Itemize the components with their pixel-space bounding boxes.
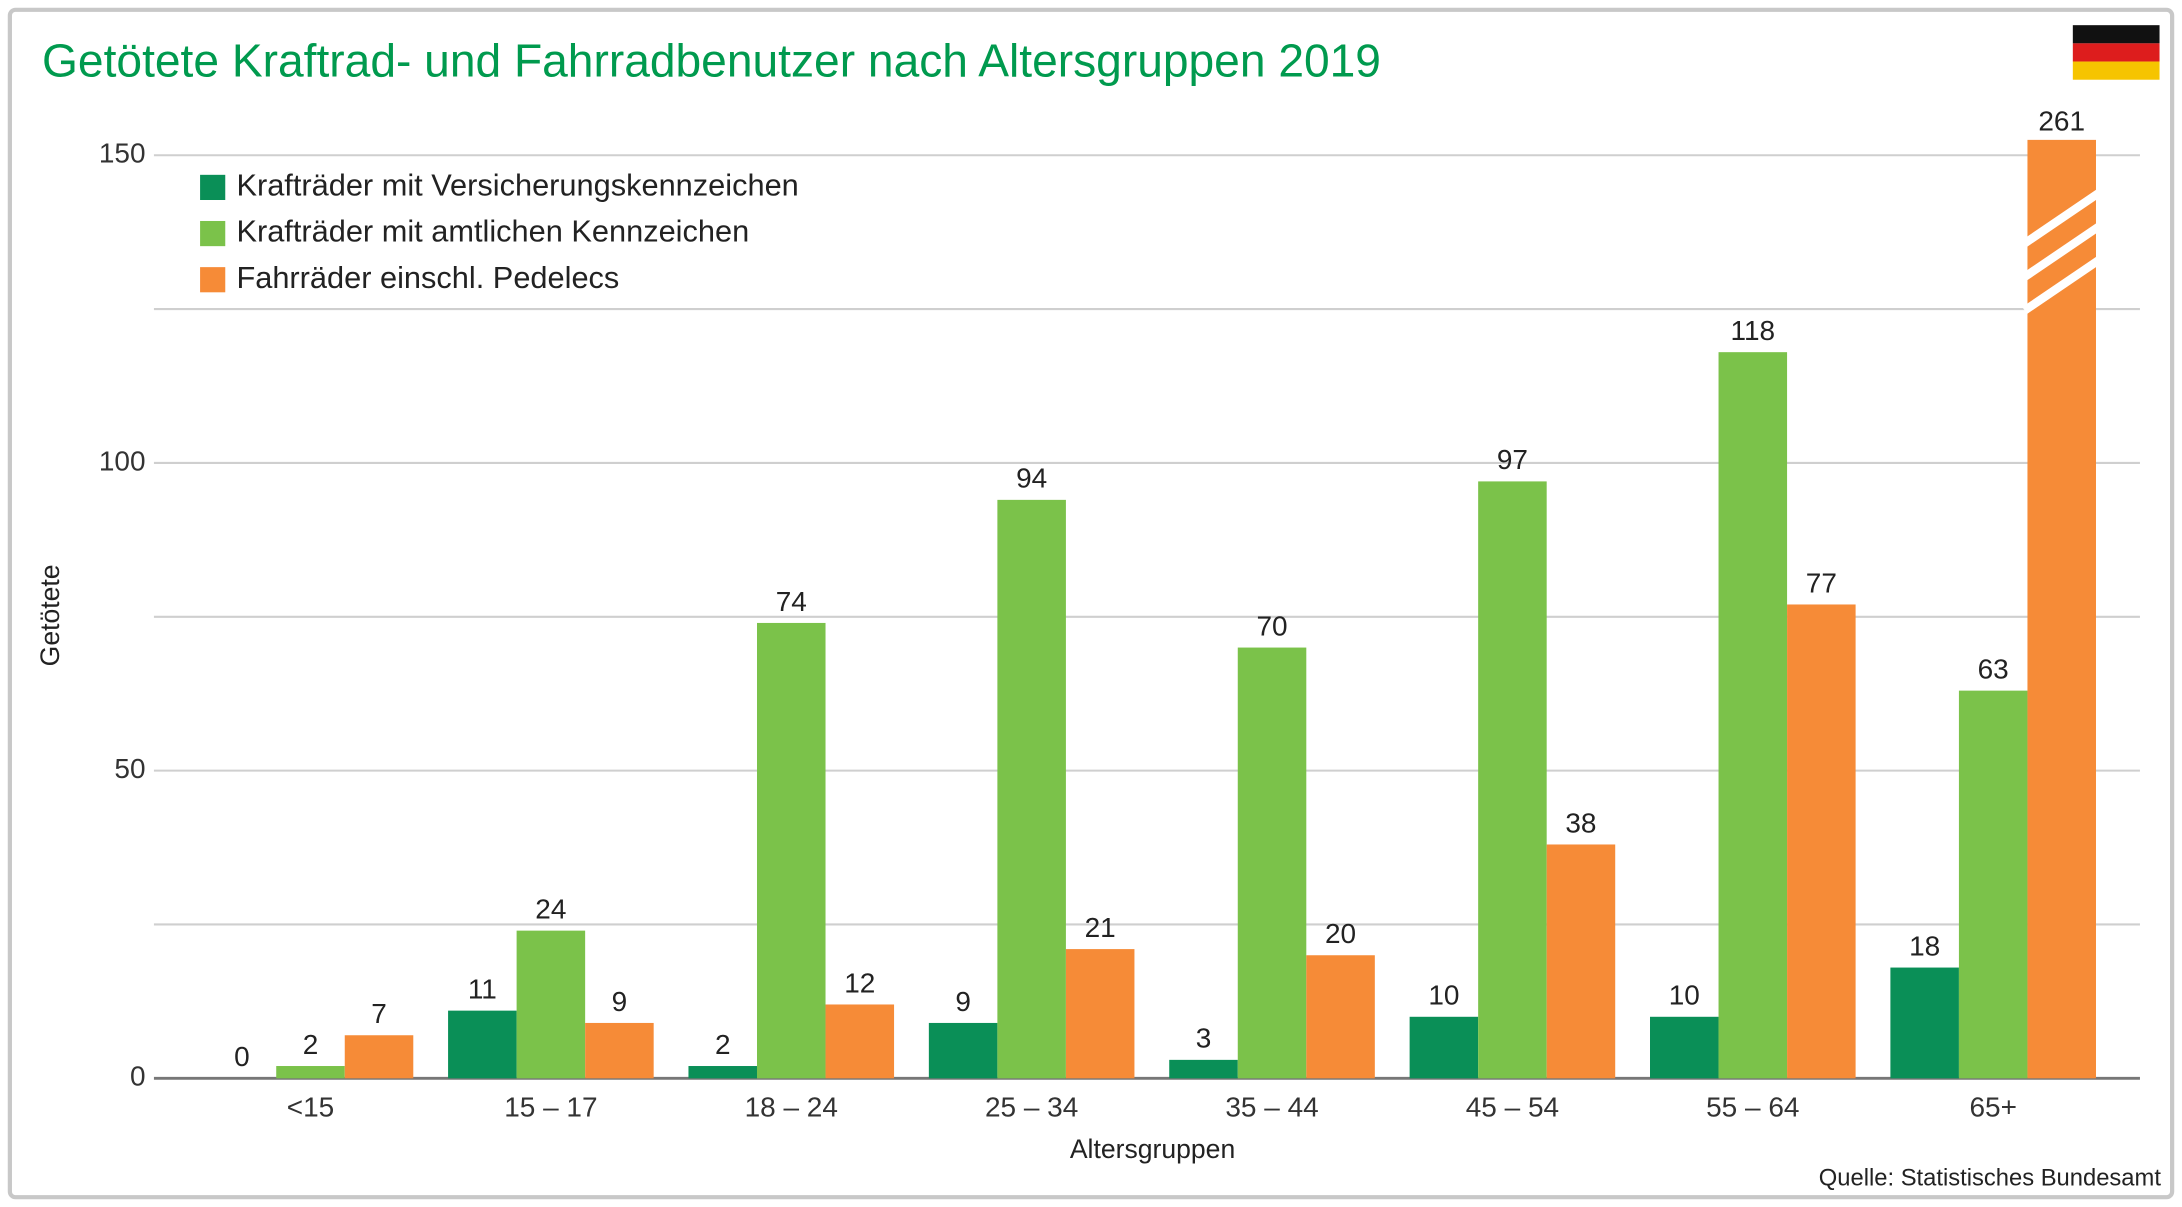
bar [1718,352,1788,1079]
y-tick-label: 150 [99,138,146,169]
legend-label: Krafträder mit Versicherungskennzeichen [236,168,798,203]
value-label: 21 [1085,912,1116,943]
x-tick-label: <15 [287,1091,334,1122]
bar [1409,1016,1479,1079]
bar [1237,647,1307,1079]
flag [2072,25,2160,80]
axis-break [2022,256,2102,314]
value-label: 10 [1428,980,1459,1011]
value-label: 97 [1497,444,1528,475]
y-tick-label: 100 [99,445,146,476]
axis-break [2022,189,2102,247]
y-tick-label: 0 [130,1061,146,1092]
source: Quelle: Statistisches Bundesamt [1819,1164,2162,1191]
bar [1065,949,1135,1079]
axis-break [2022,223,2102,281]
x-tick-label: 35 – 44 [1225,1091,1318,1122]
x-tick-label: 15 – 17 [504,1091,597,1122]
x-axis-label: Altersgruppen [1070,1134,1235,1164]
value-label: 118 [1731,315,1776,346]
value-label: 12 [844,967,875,998]
y-axis-label: Getötete [35,564,65,666]
value-label: 77 [1806,567,1837,598]
bar [997,499,1066,1079]
x-tick-label: 25 – 34 [985,1091,1078,1122]
x-tick-label: 65+ [1969,1091,2016,1122]
value-label: 70 [1256,610,1287,641]
bar [688,1066,757,1079]
legend-swatch [200,174,226,201]
legend-label: Fahrräder einschl. Pedelecs [236,260,619,295]
value-label: 20 [1325,918,1356,949]
value-label: 94 [1016,463,1047,494]
x-tick-label: 55 – 64 [1706,1091,1799,1122]
bar [1890,967,1959,1079]
legend-label: Krafträder mit amtlichen Kennzeichen [236,214,749,249]
value-label: 10 [1669,980,1700,1011]
bars [276,139,2096,1079]
value-label: 2 [303,1029,319,1060]
value-label: 24 [535,893,566,924]
bar [516,930,586,1079]
value-label: 2 [715,1029,731,1060]
value-label: 261 [2038,105,2085,136]
bar [2027,139,2096,1079]
bar [1650,1016,1719,1079]
value-label: 0 [234,1041,250,1072]
value-label: 11 [468,973,497,1004]
value-label: 9 [612,986,628,1017]
x-tick-label: 18 – 24 [745,1091,838,1122]
bar [825,1004,895,1079]
bar [585,1022,654,1079]
value-label: 74 [776,586,807,617]
x-tick-label: 45 – 54 [1466,1091,1559,1122]
bar [928,1022,998,1079]
bar [1787,604,1856,1079]
bar [1958,690,2028,1079]
value-label: 63 [1978,653,2009,684]
value-label: 3 [1196,1023,1212,1054]
value-label: 38 [1565,807,1596,838]
value-label: 18 [1909,930,1940,961]
bar [756,622,826,1079]
bar [1478,481,1547,1079]
bar [1169,1059,1238,1079]
y-tick-label: 50 [114,753,145,784]
legend-swatch [200,220,226,247]
legend-swatch [200,267,226,293]
bar [448,1010,517,1079]
value-label: 7 [371,998,387,1029]
frame [7,7,2175,1200]
value-label: 9 [955,986,971,1017]
bar [344,1035,414,1079]
bar [1306,955,1375,1079]
bar [1546,844,1616,1079]
bar [276,1066,345,1079]
chart-title: Getötete Kraftrad- und Fahrradbenutzer n… [42,35,1381,87]
